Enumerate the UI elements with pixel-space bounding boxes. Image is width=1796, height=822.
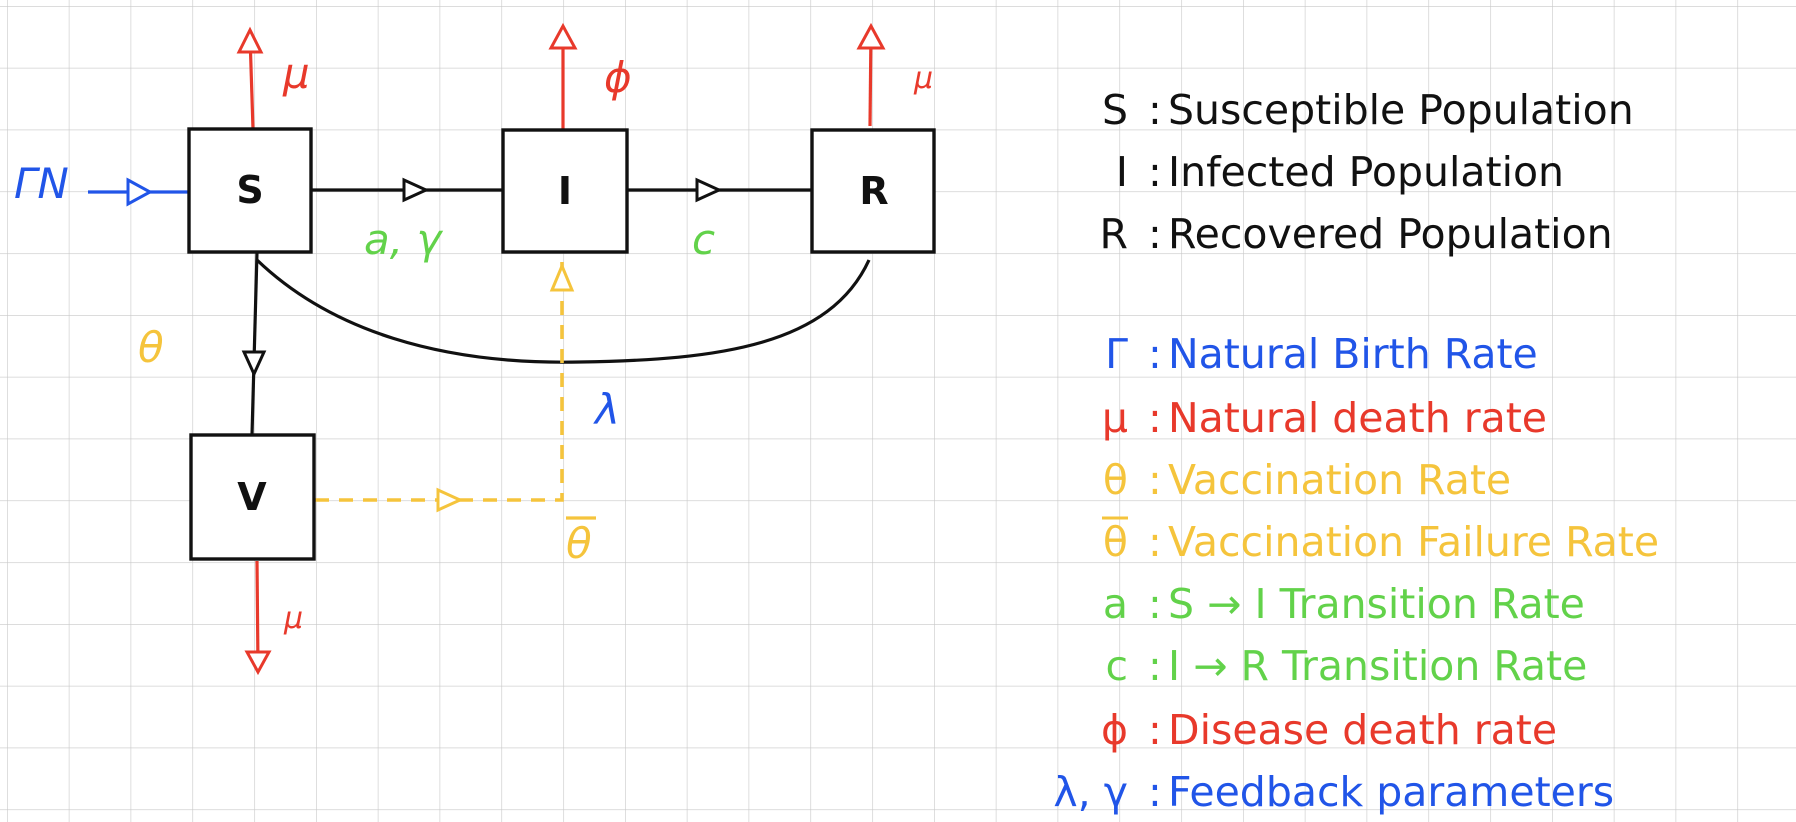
v-to-i-arrowhead — [549, 262, 575, 292]
i-to-r-rate-label: c — [692, 215, 715, 264]
legend-colon: : — [1148, 518, 1162, 566]
legend-row: Γ: Natural Birth Rate — [1105, 330, 1538, 378]
node-r: R — [810, 128, 936, 254]
legend-row: ϕ: Disease death rate — [1101, 706, 1557, 754]
legend-colon: : — [1148, 148, 1162, 196]
legend-symbol: R — [1100, 210, 1129, 258]
phi-i-label: ϕ — [604, 53, 632, 102]
birth-input-label: ΓN — [14, 159, 69, 208]
mu-s-label: μ — [282, 49, 310, 98]
legend-symbol: S — [1102, 86, 1128, 134]
mu-r-label: μ — [913, 61, 933, 96]
node-s-label: S — [236, 168, 263, 212]
node-i: I — [501, 128, 629, 254]
legend-row: θ: Vaccination Failure Rate — [1102, 516, 1659, 566]
v-to-i-dashed-path — [315, 262, 564, 502]
i-death-arrowhead — [548, 22, 578, 50]
r-to-s-feedback-curve — [255, 258, 871, 364]
node-s: S — [187, 127, 313, 254]
birth-inflow-arrowhead — [126, 177, 154, 207]
legend-text: I → R Transition Rate — [1168, 642, 1587, 690]
s-to-v-flow — [250, 251, 259, 436]
r-death-arrowhead — [856, 22, 886, 50]
legend-symbol: θ — [1103, 518, 1128, 566]
legend-colon: : — [1148, 706, 1162, 754]
theta-bar-label: θ — [566, 519, 592, 568]
legend-colon: : — [1148, 86, 1162, 134]
legend-row: I: Infected Population — [1116, 148, 1564, 196]
legend-row: S: Susceptible Population — [1102, 86, 1634, 134]
legend-text: S → I Transition Rate — [1168, 580, 1585, 628]
legend-text: Infected Population — [1168, 148, 1564, 196]
legend-symbol: I — [1116, 148, 1128, 196]
legend-colon: : — [1148, 330, 1162, 378]
v-to-i-midarrowhead — [436, 487, 464, 513]
legend-text: Natural death rate — [1168, 394, 1547, 442]
v-death-outflow — [255, 560, 260, 669]
i-to-r-arrowhead — [695, 177, 723, 203]
v-death-arrowhead — [244, 650, 272, 676]
legend-row: c:I → R Transition Rate — [1105, 642, 1587, 690]
legend-row: θ: Vaccination Rate — [1103, 456, 1511, 504]
legend-text: Recovered Population — [1168, 210, 1613, 258]
legend-text: Natural Birth Rate — [1168, 330, 1538, 378]
legend-text: Disease death rate — [1168, 706, 1557, 754]
s-death-arrowhead — [236, 26, 264, 54]
node-i-label: I — [558, 169, 572, 213]
s-to-i-rate-label: a, γ — [364, 215, 443, 264]
lambda-label: λ — [593, 385, 620, 434]
legend-colon: : — [1148, 456, 1162, 504]
legend-symbol: θ — [1103, 456, 1128, 504]
legend-text: Susceptible Population — [1168, 86, 1634, 134]
legend-symbol: c — [1105, 642, 1128, 690]
s-to-v-arrowhead — [241, 350, 267, 378]
legend-text: Vaccination Failure Rate — [1168, 518, 1659, 566]
legend-colon: : — [1148, 394, 1162, 442]
legend-colon: : — [1148, 768, 1162, 816]
legend-colon: : — [1148, 210, 1162, 258]
legend-symbol: a — [1103, 580, 1128, 628]
legend-text: Feedback parameters — [1168, 768, 1614, 816]
legend-colon: : — [1148, 642, 1162, 690]
theta-label: θ — [138, 323, 164, 372]
legend-row: a:S → I Transition Rate — [1103, 580, 1585, 628]
legend-row: λ, γ: Feedback parameters — [1053, 768, 1614, 816]
legend-symbol: λ, γ — [1053, 768, 1128, 816]
mu-v-label: μ — [283, 601, 303, 636]
legend-text: Vaccination Rate — [1168, 456, 1511, 504]
legend-row: μ: Natural death rate — [1102, 394, 1547, 442]
legend-colon: : — [1148, 580, 1162, 628]
legend-row: R: Recovered Population — [1100, 210, 1613, 258]
legend-symbol: μ — [1102, 394, 1128, 442]
legend-symbol: ϕ — [1101, 706, 1128, 754]
node-v: V — [189, 433, 316, 561]
s-to-i-arrowhead — [402, 177, 430, 203]
node-r-label: R — [859, 169, 888, 213]
node-v-label: V — [237, 475, 267, 519]
legend-symbol: Γ — [1105, 330, 1128, 378]
